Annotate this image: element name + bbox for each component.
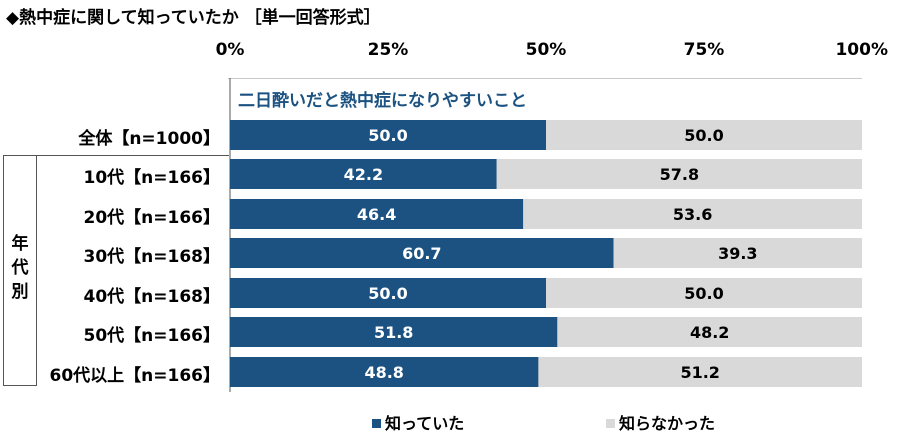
chart-subtitle: 二日酔いだと熱中症になりやすいこと	[238, 91, 527, 111]
value-label-knew: 60.7	[402, 244, 441, 263]
x-tick-label: 50%	[525, 40, 567, 60]
value-label-didnt-know: 39.3	[718, 244, 757, 263]
value-label-didnt-know: 53.6	[673, 205, 712, 224]
subtitle-box	[228, 78, 862, 115]
row-label: 全体【n=1000】	[78, 129, 220, 149]
row-label: 50代【n=166】	[83, 326, 221, 346]
group-divider	[37, 155, 229, 156]
value-label-knew: 42.2	[344, 165, 383, 184]
x-tick-label: 75%	[683, 40, 725, 60]
value-label-knew: 46.4	[357, 205, 396, 224]
value-label-didnt-know: 48.2	[690, 323, 729, 342]
chart-title: ◆熱中症に関して知っていたか ［単一回答形式］	[6, 8, 381, 28]
bar-didnt-know	[546, 278, 862, 308]
legend-swatch-knew	[372, 419, 381, 428]
bar-didnt-know	[613, 238, 862, 268]
value-label-didnt-know: 50.0	[684, 284, 723, 303]
bar-knew	[230, 199, 524, 229]
value-label-didnt-know: 51.2	[680, 363, 719, 382]
value-label-knew: 50.0	[368, 126, 407, 145]
value-label-knew: 48.8	[364, 363, 403, 382]
row-label: 10代【n=166】	[83, 168, 221, 188]
x-tick-label: 0%	[215, 40, 245, 60]
legend-label-didnt-know: 知らなかった	[619, 414, 716, 433]
legend-didnt-know: 知らなかった	[606, 410, 715, 434]
legend-swatch-didnt-know	[606, 419, 615, 428]
bar-knew	[230, 317, 558, 347]
bar-knew	[230, 357, 539, 387]
x-tick-label: 100%	[835, 40, 888, 60]
value-label-knew: 51.8	[374, 323, 413, 342]
row-label: 30代【n=168】	[83, 247, 221, 267]
bar-didnt-know	[546, 120, 862, 150]
legend-knew: 知っていた	[372, 410, 464, 434]
bar-knew	[230, 120, 546, 150]
row-label: 20代【n=166】	[83, 208, 221, 228]
x-tick-label: 25%	[367, 40, 409, 60]
age-group-label: 年代別	[11, 234, 29, 302]
value-label-didnt-know: 50.0	[684, 126, 723, 145]
age-group-box	[3, 155, 37, 386]
bar-didnt-know	[523, 199, 862, 229]
bar-didnt-know	[538, 357, 862, 387]
bar-knew	[230, 278, 546, 308]
legend-label-knew: 知っていた	[385, 414, 465, 433]
bar-didnt-know	[496, 159, 862, 189]
row-label: 40代【n=168】	[83, 287, 221, 307]
value-label-knew: 50.0	[368, 284, 407, 303]
bar-knew	[230, 159, 497, 189]
bar-didnt-know	[557, 317, 862, 347]
bar-knew	[230, 238, 614, 268]
row-label: 60代以上【n=166】	[49, 366, 221, 386]
value-label-didnt-know: 57.8	[660, 165, 699, 184]
